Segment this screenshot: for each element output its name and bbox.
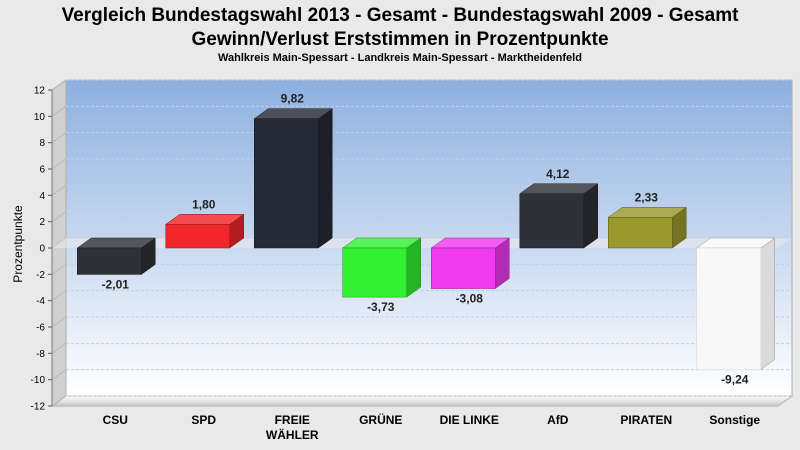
- bar-top-face: [695, 237, 776, 249]
- bar-front-face: [342, 247, 407, 298]
- y-tick-label: -10: [31, 375, 46, 386]
- x-tick-label: DIE LINKE: [440, 413, 499, 427]
- bar-top-face: [430, 237, 511, 249]
- bar-front-face: [608, 217, 673, 249]
- y-axis-label: Prozentpunkte: [11, 205, 25, 283]
- y-tick-label: 4: [39, 191, 45, 202]
- grid-line-side: [51, 211, 67, 223]
- data-label: 2,33: [635, 190, 659, 204]
- y-tick-label: 12: [34, 86, 46, 97]
- data-label: -2,01: [102, 277, 130, 291]
- bar-piraten: [607, 206, 688, 249]
- bar-afd: [518, 183, 599, 249]
- bar-csu: [76, 237, 157, 275]
- bar-spd: [164, 213, 245, 249]
- grid-line-side: [51, 158, 67, 170]
- bars: [76, 108, 776, 371]
- bar-front-face: [431, 247, 496, 289]
- floor: [50, 395, 794, 407]
- chart-title-line2: Gewinn/Verlust Erststimmen in Prozentpun…: [191, 29, 609, 50]
- y-tick-label: -8: [36, 349, 45, 360]
- bar-front-face: [519, 193, 584, 249]
- grid-line-side: [51, 263, 67, 275]
- bar-front-face: [696, 247, 761, 370]
- data-labels: -2,01 1,80 9,82 -3,73 -3,08 4,12 2,33 -9,24: [102, 92, 749, 387]
- data-label: 1,80: [192, 197, 216, 211]
- bar-top-face: [518, 183, 599, 195]
- x-tick-label: AfD: [547, 413, 569, 427]
- bar-side-face: [318, 108, 333, 249]
- grid-line-side: [51, 395, 67, 407]
- bar-front-face: [254, 118, 319, 249]
- bar-top-face: [76, 237, 157, 249]
- y-tick-label: -2: [36, 270, 45, 281]
- grid-line-side: [51, 342, 67, 354]
- bar-top-face: [253, 108, 334, 119]
- y-axis: 12 10 8 6 4 2 0 -2 -4 -6 -8 -10 -12: [31, 86, 53, 413]
- bar-top-face: [164, 214, 245, 225]
- grid-line-side: [51, 316, 67, 328]
- y-tick-label: 8: [39, 138, 45, 149]
- x-tick-label-line2: WÄHLER: [266, 427, 319, 442]
- x-tick-label: CSU: [103, 413, 128, 427]
- bar-sonstige: [695, 237, 776, 371]
- bar-side-face: [760, 237, 775, 371]
- bar-front-face: [77, 247, 142, 275]
- bar-die-linke: [430, 237, 511, 290]
- chart-title-line1: Vergleich Bundestagswahl 2013 - Gesamt -…: [61, 5, 739, 26]
- y-tick-label: 0: [39, 244, 45, 255]
- bar-front-face: [165, 224, 230, 249]
- x-tick-label: FREIE: [275, 413, 310, 427]
- data-label: 4,12: [546, 167, 570, 181]
- y-tick-label: 2: [39, 217, 45, 228]
- grid-line-side: [51, 184, 67, 196]
- data-label: -3,73: [367, 300, 395, 314]
- bar-gr-ne: [341, 237, 422, 298]
- bar-top-face: [607, 207, 688, 218]
- grid-line-side: [51, 369, 67, 381]
- grid-line-side: [51, 105, 67, 117]
- bar-top-face: [341, 237, 422, 249]
- chart-subtitle: Wahlkreis Main-Spessart - Landkreis Main…: [218, 52, 582, 64]
- bar-freie: [253, 108, 334, 249]
- x-tick-label: SPD: [191, 413, 216, 427]
- y-tick-label: -12: [31, 402, 46, 413]
- y-tick-label: 6: [39, 165, 45, 176]
- grid-line-side: [51, 132, 67, 144]
- x-tick-label: Sonstige: [709, 413, 760, 427]
- bar-side-face: [583, 183, 598, 249]
- data-label: -3,08: [456, 292, 484, 306]
- chart-title: Vergleich Bundestagswahl 2013 - Gesamt -…: [0, 4, 800, 52]
- x-tick-label: PIRATEN: [620, 413, 672, 427]
- data-label: 9,82: [281, 92, 305, 106]
- x-tick-label: GRÜNE: [359, 412, 402, 427]
- grid-line-side: [51, 290, 67, 302]
- data-label: -9,24: [721, 373, 749, 387]
- y-tick-label: -6: [36, 323, 45, 334]
- y-tick-label: -4: [36, 296, 45, 307]
- bar-side-face: [406, 237, 421, 298]
- grid-line-side: [51, 79, 67, 91]
- y-tick-label: 10: [34, 112, 46, 123]
